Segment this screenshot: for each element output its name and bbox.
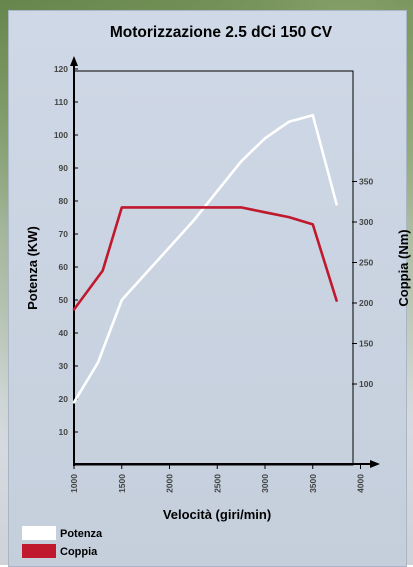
y-right-tick-label: 100 bbox=[359, 379, 373, 389]
y-left-tick-label: 50 bbox=[59, 295, 69, 305]
series-line-coppia bbox=[72, 206, 338, 311]
plot-frame bbox=[73, 70, 354, 466]
x-axis-arrow-icon bbox=[370, 460, 380, 468]
x-tick-label: 3000 bbox=[260, 474, 270, 493]
y-left-tick-label: 10 bbox=[59, 427, 69, 437]
y-left-tick-label: 60 bbox=[59, 262, 69, 272]
y-left-tick-label: 30 bbox=[59, 361, 69, 371]
y-left-tick-label: 90 bbox=[59, 163, 69, 173]
legend-swatch-potenza bbox=[22, 526, 56, 540]
y-left-tick-label: 100 bbox=[54, 130, 68, 140]
y-right-ticks: 100 150 200 250 300 350 bbox=[352, 177, 373, 389]
y-left-axis-title: Potenza (KW) bbox=[25, 226, 40, 310]
y-left-tick-label: 110 bbox=[54, 97, 68, 107]
y-right-tick-label: 350 bbox=[359, 177, 373, 187]
legend-label: Potenza bbox=[60, 528, 103, 540]
legend: Potenza Coppia bbox=[22, 526, 103, 558]
legend-label: Coppia bbox=[60, 546, 98, 558]
y-left-tick-label: 20 bbox=[59, 394, 69, 404]
x-ticks: 1000 1500 2000 2500 3000 3500 4000 bbox=[69, 464, 366, 493]
y-left-tick-label: 120 bbox=[54, 64, 68, 74]
y-right-tick-label: 250 bbox=[359, 258, 373, 268]
y-axis-arrow-icon bbox=[70, 56, 78, 66]
x-tick-label: 4000 bbox=[356, 474, 366, 493]
y-right-tick-label: 300 bbox=[359, 217, 373, 227]
series-line-potenza bbox=[72, 113, 338, 404]
y-left-tick-label: 80 bbox=[59, 196, 69, 206]
y-left-tick-label: 70 bbox=[59, 229, 69, 239]
y-right-axis-title: Coppia (Nm) bbox=[396, 229, 411, 306]
x-tick-label: 3500 bbox=[308, 474, 318, 493]
y-left-tick-label: 40 bbox=[59, 328, 69, 338]
x-tick-label: 2000 bbox=[165, 474, 175, 493]
chart-title: Motorizzazione 2.5 dCi 150 CV bbox=[110, 24, 333, 41]
x-axis-title: Velocità (giri/min) bbox=[163, 507, 271, 522]
x-tick-label: 1500 bbox=[117, 474, 127, 493]
x-tick-label: 2500 bbox=[212, 474, 222, 493]
x-tick-label: 1000 bbox=[69, 474, 79, 493]
legend-swatch-coppia bbox=[22, 544, 56, 558]
y-right-tick-label: 200 bbox=[359, 298, 373, 308]
y-right-tick-label: 150 bbox=[359, 339, 373, 349]
series-lines bbox=[72, 113, 338, 404]
